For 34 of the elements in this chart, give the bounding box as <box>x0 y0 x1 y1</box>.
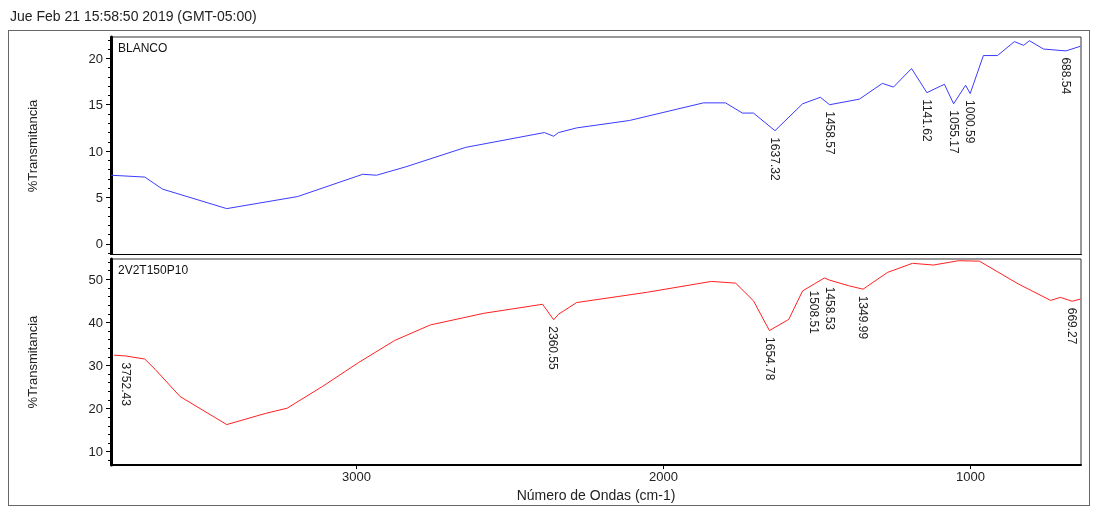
y-tick-label: 40 <box>88 314 103 330</box>
annotation: 688.54 <box>1059 57 1074 95</box>
annotation: 1349.99 <box>856 295 871 340</box>
annotation: 2360.55 <box>545 326 560 370</box>
annotation: 1141.62 <box>920 99 935 142</box>
x-tick-label: 2000 <box>649 469 678 485</box>
y-tick-label: 20 <box>88 401 103 417</box>
annotation: 669.27 <box>1065 307 1080 345</box>
y-tick-label: 10 <box>88 143 103 159</box>
annotation: 1458.53 <box>822 286 837 331</box>
y-tick-label: 15 <box>88 97 103 113</box>
x-axis-title: Número de Ondas (cm-1) <box>516 487 676 503</box>
text: 2V2T150P10 <box>118 263 189 277</box>
annotation: 1000.59 <box>963 100 978 144</box>
line-series <box>113 260 1081 426</box>
annotation: 1458.57 <box>822 111 837 155</box>
chart-title: Jue Feb 21 15:58:50 2019 (GMT-05:00) <box>9 8 258 26</box>
y-tick-label: 20 <box>88 50 103 66</box>
y-axis-title: %Transmitancia <box>25 98 40 193</box>
y-axis-title: %Transmitancia <box>25 314 40 409</box>
x-tick-label: 1000 <box>956 469 985 485</box>
annotation: 1055.17 <box>946 110 961 154</box>
text: BLANCO <box>118 41 168 55</box>
line-series <box>110 40 1081 210</box>
annotation: 3752.43 <box>118 362 133 407</box>
annotation: 1508.51 <box>807 290 822 335</box>
x-tick-label: 3000 <box>342 469 372 485</box>
y-tick-label: 0 <box>95 236 103 252</box>
y-tick-label: 10 <box>88 444 103 460</box>
y-tick-label: 50 <box>88 271 103 287</box>
annotation: 1654.78 <box>762 337 777 381</box>
annotation: 1637.32 <box>767 137 782 181</box>
y-tick-label: 30 <box>88 358 103 373</box>
y-tick-label: 5 <box>95 189 103 205</box>
